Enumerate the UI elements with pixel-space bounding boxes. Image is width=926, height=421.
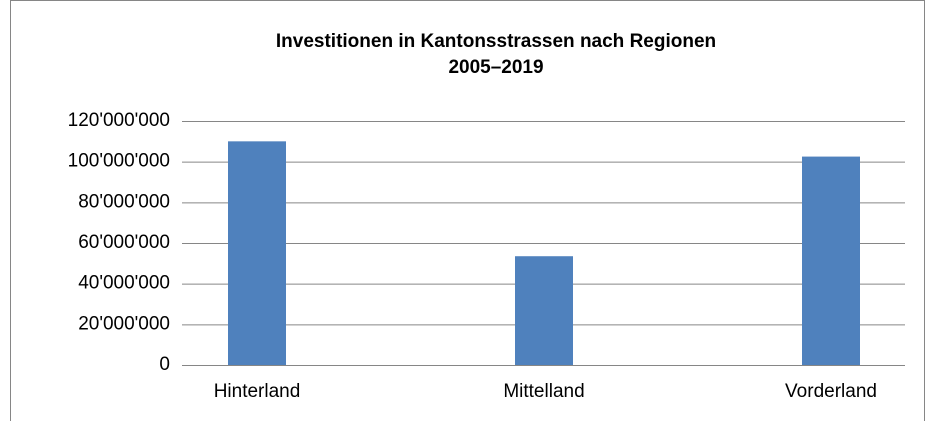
x-tick-label: Vorderland — [785, 381, 877, 402]
bar — [802, 156, 860, 365]
bar — [228, 141, 286, 365]
bar — [515, 256, 573, 365]
chart-subtitle: 2005–2019 — [448, 57, 543, 78]
y-tick-label: 100'000'000 — [68, 151, 170, 172]
y-tick-label: 20'000'000 — [78, 313, 170, 334]
chart-title: Investitionen in Kantonsstrassen nach Re… — [276, 31, 716, 52]
y-tick-label: 0 — [159, 354, 170, 375]
x-tick-label: Hinterland — [214, 381, 301, 402]
y-tick-label: 40'000'000 — [78, 273, 170, 294]
x-tick-label: Mittelland — [503, 381, 584, 402]
y-tick-label: 80'000'000 — [78, 191, 170, 212]
y-tick-label: 120'000'000 — [68, 110, 170, 131]
y-tick-label: 60'000'000 — [78, 232, 170, 253]
chart-frame — [10, 0, 925, 421]
